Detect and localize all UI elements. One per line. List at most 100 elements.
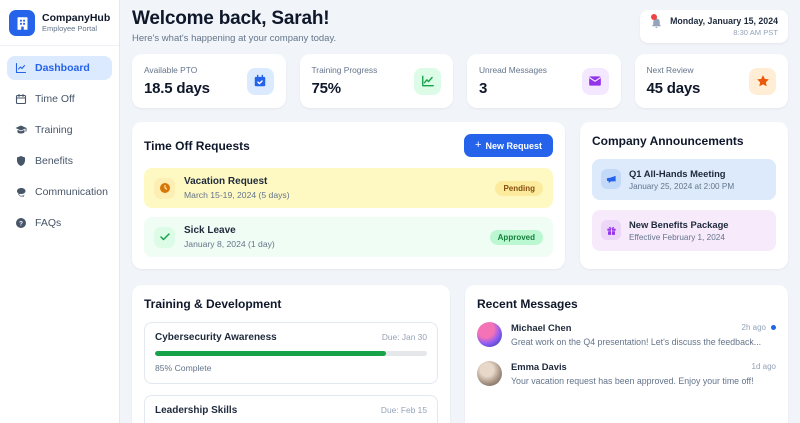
announcement-title: Q1 All-Hands Meeting — [629, 168, 726, 179]
course-card-leadership: Leadership Skills Due: Feb 15 40% Comple… — [144, 395, 438, 423]
sidebar-item-communication[interactable]: Communication — [7, 180, 112, 204]
course-header: Cybersecurity Awareness Due: Jan 30 — [155, 332, 427, 343]
current-time: 8:30 AM PST — [733, 28, 778, 37]
course-name: Cybersecurity Awareness — [155, 332, 277, 343]
company-logo-icon — [9, 10, 35, 36]
stat-value: 18.5 days — [144, 80, 210, 97]
stat-card-unread-messages: Unread Messages 3 — [467, 54, 621, 108]
announcement-body: New Benefits Package Effective February … — [629, 219, 729, 242]
chart-line-icon — [15, 62, 27, 74]
stat-value: 3 — [479, 80, 488, 97]
sidebar-item-benefits[interactable]: Benefits — [7, 149, 112, 173]
panel-header: Company Announcements — [592, 134, 776, 148]
megaphone-icon — [601, 169, 621, 189]
progress-fill — [155, 351, 387, 356]
star-icon — [749, 67, 776, 95]
panel-title: Training & Development — [144, 297, 282, 311]
current-date: Monday, January 15, 2024 — [670, 16, 778, 26]
question-circle-icon: ? — [16, 218, 26, 228]
message-preview: Great work on the Q4 presentation! Let's… — [511, 337, 762, 347]
calendar-icon — [15, 93, 27, 105]
recent-messages-panel: Recent Messages Michael Chen 2h ago Grea… — [465, 285, 788, 423]
message-meta: 2h ago — [742, 323, 776, 332]
stat-card-available-pto: Available PTO 18.5 days — [132, 54, 286, 108]
comments-icon — [17, 188, 26, 197]
status-badge: Approved — [489, 229, 543, 245]
message-sender: Emma Davis — [511, 361, 567, 372]
message-header: Emma Davis 1d ago — [511, 361, 776, 372]
announcement-item-benefits[interactable]: New Benefits Package Effective February … — [592, 210, 776, 251]
stat-label: Next Review — [646, 65, 694, 75]
sidebar-nav: Dashboard Time Off Training Benefits Com… — [0, 46, 119, 245]
sidebar-item-faqs[interactable]: ? FAQs — [7, 211, 112, 235]
announcement-detail: January 25, 2024 at 2:00 PM — [629, 182, 735, 191]
calendar-check-icon — [246, 67, 274, 95]
message-preview: Your vacation request has been approved.… — [511, 376, 754, 386]
announcement-title: New Benefits Package — [629, 219, 729, 230]
panel-header: Recent Messages — [477, 297, 776, 311]
request-title: Sick Leave — [184, 225, 236, 236]
panel-title: Time Off Requests — [144, 138, 250, 153]
request-body: Sick Leave January 8, 2024 (1 day) — [184, 225, 481, 249]
sidebar-item-label: Training — [35, 124, 73, 136]
stat-card-next-review: Next Review 45 days — [634, 54, 788, 108]
request-title: Vacation Request — [184, 176, 268, 187]
check-icon — [154, 226, 175, 248]
sidebar-item-time-off[interactable]: Time Off — [7, 87, 112, 111]
sidebar-item-training[interactable]: Training — [7, 118, 112, 142]
page-header: Welcome back, Sarah! Here's what's happe… — [132, 8, 788, 44]
stat-text: Next Review 45 days — [647, 65, 701, 97]
panel-title: Company Announcements — [592, 134, 744, 148]
avatar — [477, 361, 502, 386]
message-header: Michael Chen 2h ago — [511, 322, 776, 333]
notification-bell-icon[interactable] — [650, 14, 663, 30]
message-item-emma-davis[interactable]: Emma Davis 1d ago Your vacation request … — [477, 361, 776, 386]
announcement-item-all-hands[interactable]: Q1 All-Hands Meeting January 25, 2024 at… — [592, 159, 776, 200]
request-body: Vacation Request March 15-19, 2024 (5 da… — [184, 176, 486, 200]
message-time: 1d ago — [751, 362, 776, 371]
stat-label: Unread Messages — [479, 65, 547, 75]
bottom-row: Training & Development Cybersecurity Awa… — [132, 285, 788, 423]
training-development-panel: Training & Development Cybersecurity Awa… — [132, 285, 450, 423]
page-subtitle: Here's what's happening at your company … — [132, 33, 337, 44]
sidebar-item-label: Time Off — [35, 93, 75, 105]
brand: CompanyHub Employee Portal — [0, 0, 119, 46]
sidebar: CompanyHub Employee Portal Dashboard Tim… — [0, 0, 120, 423]
course-name: Leadership Skills — [155, 405, 238, 416]
message-item-michael-chen[interactable]: Michael Chen 2h ago Great work on the Q4… — [477, 322, 776, 347]
date-text: Monday, January 15, 2024 8:30 AM PST — [670, 16, 778, 37]
course-due-date: Due: Jan 30 — [381, 332, 427, 342]
stat-value: 75% — [311, 80, 342, 97]
sidebar-item-dashboard[interactable]: Dashboard — [7, 56, 112, 80]
request-row-vacation[interactable]: Vacation Request March 15-19, 2024 (5 da… — [144, 168, 553, 208]
stat-text: Training Progress 75% — [312, 65, 378, 97]
request-dates: March 15-19, 2024 (5 days) — [184, 190, 290, 200]
brand-subtitle: Employee Portal — [42, 24, 98, 34]
request-row-sick-leave[interactable]: Sick Leave January 8, 2024 (1 day) Appro… — [144, 217, 553, 257]
date-card: Monday, January 15, 2024 8:30 AM PST — [640, 10, 788, 43]
course-header: Leadership Skills Due: Feb 15 — [155, 405, 427, 416]
course-due-date: Due: Feb 15 — [380, 405, 427, 415]
time-off-requests-panel: Time Off Requests + New Request Vacation… — [132, 122, 565, 269]
announcement-detail: Effective February 1, 2024 — [629, 233, 725, 242]
stat-text: Available PTO 18.5 days — [144, 65, 210, 97]
main-content: Welcome back, Sarah! Here's what's happe… — [120, 0, 800, 423]
panel-title: Recent Messages — [477, 297, 578, 311]
message-body: Michael Chen 2h ago Great work on the Q4… — [511, 322, 776, 347]
sidebar-item-label: FAQs — [35, 217, 62, 229]
graduation-cap-icon — [15, 125, 27, 134]
panel-header: Training & Development — [144, 297, 438, 311]
stat-text: Unread Messages 3 — [479, 65, 547, 97]
brand-name: CompanyHub — [42, 11, 111, 24]
unread-dot — [771, 325, 776, 330]
message-time: 2h ago — [741, 323, 766, 332]
stat-card-training-progress: Training Progress 75% — [299, 54, 453, 108]
company-announcements-panel: Company Announcements Q1 All-Hands Meeti… — [580, 122, 788, 269]
new-request-button[interactable]: + New Request — [464, 134, 553, 157]
envelope-icon — [581, 67, 609, 95]
stats-row: Available PTO 18.5 days Training Progres… — [132, 54, 788, 108]
stat-label: Training Progress — [311, 65, 378, 75]
panel-header: Time Off Requests + New Request — [144, 134, 553, 157]
stat-value: 45 days — [646, 80, 701, 97]
